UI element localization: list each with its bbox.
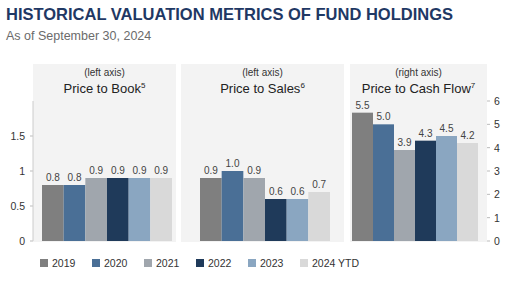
panel-background [350, 64, 487, 242]
bar: 2023 [287, 199, 309, 241]
legend-label: 2021 [156, 257, 180, 269]
data-label: 0.8 [68, 172, 82, 183]
tick [487, 147, 490, 148]
panel-title: Price to Cash Flow7 [362, 81, 476, 96]
panel-title: Price to Sales6 [220, 81, 305, 96]
bar: 2023 [436, 136, 457, 241]
bar: 2019 [200, 178, 222, 241]
data-label: 0.7 [312, 179, 326, 190]
tick [487, 171, 490, 172]
tick-label: 1.5 [10, 130, 25, 142]
bar: 2022 [265, 199, 287, 241]
tick-label: 5 [494, 118, 500, 130]
tick-label: 0 [19, 235, 25, 247]
panel-title-text: Price to Book [64, 81, 142, 96]
data-label: 5.0 [377, 111, 391, 122]
bars: 201920202021202220232024 YTD [42, 178, 172, 241]
subtitle: As of September 30, 2024 [6, 29, 151, 43]
tick-label: 3 [494, 165, 500, 177]
tick-label: 6 [494, 95, 500, 107]
tick-label: 2 [494, 188, 500, 200]
legend-swatch [144, 259, 152, 267]
panel-background [33, 64, 176, 242]
bar: 2021 [394, 150, 415, 241]
bar: 2023 [129, 178, 151, 241]
tick [487, 101, 490, 102]
legend-swatch [92, 259, 100, 267]
title: HISTORICAL VALUATION METRICS OF FUND HOL… [6, 5, 453, 23]
bar: 2024 YTD [308, 192, 330, 241]
legend-label: 2024 YTD [312, 257, 360, 269]
data-label: 5.5 [356, 100, 370, 111]
tick-label: 0 [494, 235, 500, 247]
tick-label: 1 [19, 165, 25, 177]
bar: 2024 YTD [457, 143, 478, 241]
legend-label: 2023 [260, 257, 284, 269]
bar: 2019 [352, 113, 373, 241]
bar: 2021 [85, 178, 107, 241]
data-label: 0.9 [204, 165, 218, 176]
axis-line [33, 101, 34, 241]
bar: 2020 [373, 124, 394, 241]
legend-swatch [196, 259, 204, 267]
panel-title-text: Price to Sales [220, 81, 301, 96]
tick [487, 241, 490, 242]
bars: 201920202021202220232024 YTD [352, 113, 478, 241]
footnote: 6 [300, 81, 305, 90]
data-label: 0.9 [89, 165, 103, 176]
data-label: 0.9 [133, 165, 147, 176]
data-label: 4.5 [440, 123, 454, 134]
legend-label: 2022 [208, 257, 232, 269]
panel-title-text: Price to Cash Flow [362, 81, 472, 96]
bar: 2021 [243, 178, 265, 241]
axis-note: (left axis) [84, 67, 125, 78]
data-label: 1.0 [226, 158, 240, 169]
footnote: 7 [471, 81, 476, 90]
legend-label: 2019 [52, 257, 76, 269]
bar: 2020 [64, 185, 86, 241]
panel-title: Price to Book5 [64, 81, 146, 96]
tick-label: 1 [494, 212, 500, 224]
chart-root: HISTORICAL VALUATION METRICS OF FUND HOL… [0, 0, 518, 285]
bar: 2020 [222, 171, 244, 241]
data-label: 3.9 [398, 137, 412, 148]
legend-label: 2020 [104, 257, 128, 269]
bar: 2024 YTD [150, 178, 172, 241]
panel-background [181, 64, 344, 242]
bar: 2022 [107, 178, 129, 241]
tick [487, 124, 490, 125]
axis-note: (right axis) [395, 67, 442, 78]
tick [487, 217, 490, 218]
tick-label: 0.5 [10, 200, 25, 212]
legend-swatch [300, 259, 308, 267]
data-label: 4.3 [419, 128, 433, 139]
data-label: 0.8 [46, 172, 60, 183]
legend-swatch [40, 259, 48, 267]
bar: 2022 [415, 141, 436, 241]
footnote: 5 [141, 81, 146, 90]
legend-swatch [248, 259, 256, 267]
tick [487, 194, 490, 195]
axis-note: (left axis) [242, 67, 283, 78]
data-label: 0.6 [269, 186, 283, 197]
data-label: 0.9 [154, 165, 168, 176]
data-label: 0.6 [291, 186, 305, 197]
data-label: 4.2 [461, 130, 475, 141]
data-label: 0.9 [247, 165, 261, 176]
data-label: 0.9 [111, 165, 125, 176]
bars: 201920202021202220232024 YTD [200, 171, 330, 241]
bar: 2019 [42, 185, 64, 241]
tick-label: 4 [494, 142, 500, 154]
